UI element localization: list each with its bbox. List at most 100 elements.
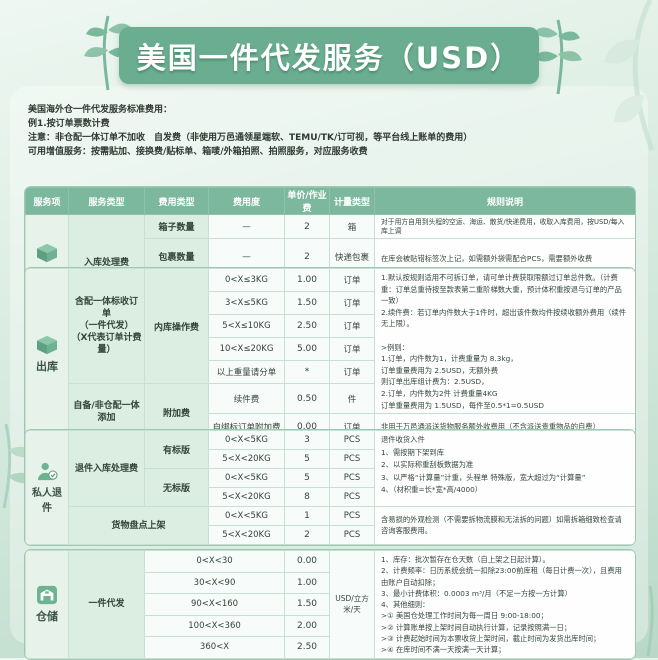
- unit-cell: PCS: [329, 449, 375, 469]
- table-row: 货物盘点上架 0<X<5KG 1 PCS 含易损的外观检测（不需要拆物流膜和无法…: [26, 506, 635, 545]
- price-cell: *: [284, 360, 330, 384]
- unit-cell: PCS: [329, 487, 375, 507]
- tier-cell: —: [208, 214, 285, 239]
- price-cell: 3: [284, 430, 330, 450]
- rule-cell: 含易损的外观检测（不需要拆物流膜和无法拆的问题）如需拆箱细致检查请咨询客服费用。: [374, 506, 635, 545]
- rule-note-line: 在库会被贴错标签次上记，如需额外袋需配合PCS，需要额外收费: [381, 254, 593, 263]
- person-check-icon: [37, 462, 58, 481]
- unit-cell: 订单: [329, 268, 375, 292]
- intro-text: 美国海外仓一件代发服务标准费用： 例1.按订单票数计费 注意：非仓配一体订单不加…: [28, 103, 608, 159]
- outbound-table: 出库 含配一体标收订单 （一件代发） （X代表订单计费量） 内库操作费 0<X≤…: [24, 267, 636, 443]
- table-row: 3<X≤5KG 1.50 订单: [26, 291, 636, 315]
- service-cell-storage: 仓储: [25, 550, 69, 659]
- fee-type-cell: 内库操作费: [144, 268, 209, 384]
- table-header-row: 服务项 服务类型 费用类型 费用度 单价/作业费 计量类型 规则说明: [25, 187, 635, 215]
- header-rules: 规则说明: [374, 187, 635, 215]
- warehouse-icon: [37, 585, 57, 604]
- tier-cell: 30<X<90: [143, 571, 286, 595]
- page-banner: 美国一件代发服务（USD）: [119, 27, 539, 84]
- tier-cell: 0<X<5KG: [208, 430, 285, 450]
- intro-line-2: 例1.按订单票数计费: [28, 119, 110, 129]
- tier-cell: 100<X<360: [143, 614, 286, 638]
- price-cell: 1.50: [284, 291, 330, 315]
- tier-cell: 90<X<160: [143, 593, 286, 616]
- table-row: 30<X<90 1.00: [26, 571, 636, 595]
- price-cell: 0.50: [284, 382, 330, 415]
- unit-cell: PCS: [329, 506, 375, 526]
- service-label: 出库: [36, 360, 58, 374]
- tier-cell: 5<X<20KG: [208, 525, 285, 545]
- rule-cell: 1、库存：批次暂存在仓天数（自上架之日起计算）。 2、计费频率：日历系统会统一扣…: [374, 550, 635, 659]
- returns-table: 私人退件 退件入库处理费 有标版 0<X<5KG 3 PCS 退件收货入件 1、…: [24, 429, 636, 546]
- table-row: 90<X<160 1.50: [26, 593, 636, 616]
- intro-line-1: 美国海外仓一件代发服务标准费用：: [28, 105, 173, 115]
- tier-cell: 0<X<5KG: [208, 506, 285, 526]
- table-row: 360<X 2.50: [26, 636, 636, 659]
- unit-cell: PCS: [329, 468, 375, 488]
- price-cell: 2.00: [284, 614, 331, 638]
- tier-cell: 360<X: [143, 636, 286, 659]
- price-cell: 5: [284, 468, 330, 488]
- table-row: 5<X≤10KG 2.50 订单: [26, 314, 636, 338]
- price-cell: 5: [284, 449, 330, 469]
- tier-cell: 0<X≤3KG: [208, 268, 285, 292]
- unit-cell: USD/立方米/天: [329, 550, 376, 659]
- unit-cell: 订单: [329, 337, 375, 361]
- unit-cell: PCS: [329, 430, 375, 450]
- intro-line-3: 注意：非仓配一体订单不加收 自发费（非使用万邑通领星端软、TEMU/TK/订可视…: [28, 133, 473, 143]
- box-icon: [37, 243, 57, 263]
- table-row: 出库 含配一体标收订单 （一件代发） （X代表订单计费量） 内库操作费 0<X≤…: [25, 268, 635, 442]
- page-title: 美国一件代发服务（USD）: [136, 40, 522, 75]
- price-cell: 8: [284, 487, 330, 507]
- service-label: 仓储: [36, 609, 58, 623]
- table-row: 私人退件 退件入库处理费 有标版 0<X<5KG 3 PCS 退件收货入件 1、…: [25, 430, 635, 545]
- price-cell: 1.00: [284, 571, 331, 595]
- tier-cell: 0<X<5KG: [208, 468, 285, 488]
- unit-cell: 订单: [329, 360, 375, 384]
- box-icon: [37, 335, 57, 355]
- tier-cell: 5<X≤10KG: [208, 314, 285, 338]
- rule-cell: 退件收货入件 1、需按期下架到库 2、以实际称重刮板数据为准 3、以严格“计算量…: [374, 430, 635, 507]
- header-fee-tier: 费用度: [208, 187, 285, 215]
- table-row: 仓储 一件代发 0<X<30 0.00 USD/立方米/天 1、库存：批次暂存在…: [25, 550, 635, 659]
- tier-cell: 0<X<30: [143, 550, 286, 573]
- header-fee-type: 费用类型: [144, 187, 209, 215]
- price-cell: 0.00: [284, 550, 331, 573]
- tier-cell: 以上重量请分单: [208, 360, 285, 384]
- service-cell-returns: 私人退件: [25, 430, 69, 545]
- intro-line-4: 可用增值服务：按需贴加、接换费/贴标单、箱唛/外箱拍照、拍照服务，对应服务收费: [28, 147, 368, 157]
- table-row: 5<X<20KG 5 PCS: [26, 449, 636, 469]
- tier-cell: 10<X≤20KG: [208, 337, 285, 361]
- storage-table: 仓储 一件代发 0<X<30 0.00 USD/立方米/天 1、库存：批次暂存在…: [24, 549, 636, 660]
- rule-cell: 对于用方自用到头程的空运、海运、散货/快递费用，收取入库费用，按USD/每入库上…: [374, 214, 635, 239]
- tier-cell: 5<X<20KG: [208, 487, 285, 507]
- price-cell: 2: [284, 214, 330, 239]
- service-type-cell: 退件入库处理费: [68, 430, 145, 507]
- unit-cell: PCS: [329, 525, 375, 545]
- rule-cell: 1.默认按规则适用不可拆订单，请可单计费获取限额过订单总件数。（计费重：订单总重…: [374, 268, 635, 415]
- price-cell: 2.50: [284, 314, 330, 338]
- service-type-cell: 含配一体标收订单 （一件代发） （X代表订单计费量）: [68, 268, 145, 384]
- price-cell: 2.50: [284, 636, 331, 659]
- header-service-type: 服务类型: [68, 187, 145, 215]
- header-measure-type: 计量类型: [329, 187, 375, 215]
- service-cell-outbound: 出库: [25, 268, 69, 442]
- table-row: 5<X<20KG 2 PCS: [26, 525, 636, 545]
- table-row: 入库 入库处理费 箱子数量 — 2 箱 对于用方自用到头程的空运、海运、散货/快…: [25, 214, 635, 311]
- price-cell: 1: [284, 506, 330, 526]
- fee-type-cell: 箱子数量: [144, 214, 209, 239]
- table-row: 无标版 0<X<5KG 5 PCS: [26, 468, 636, 507]
- header-unit-price: 单价/作业费: [284, 187, 330, 215]
- service-type-cell: 一件代发: [68, 550, 145, 659]
- header-service: 服务项: [25, 187, 69, 215]
- tier-cell: 续件费: [208, 382, 285, 415]
- unit-cell: 件: [329, 382, 375, 415]
- fee-type-cell: 有标版: [144, 430, 209, 469]
- unit-cell: 订单: [329, 291, 375, 315]
- service-label: 私人退件: [32, 488, 62, 514]
- fee-type-cell: 无标版: [144, 468, 209, 507]
- tier-cell: 3<X≤5KG: [208, 291, 285, 315]
- unit-cell: 订单: [329, 314, 375, 338]
- price-cell: 1.50: [284, 593, 331, 616]
- tier-cell: 5<X<20KG: [208, 449, 285, 469]
